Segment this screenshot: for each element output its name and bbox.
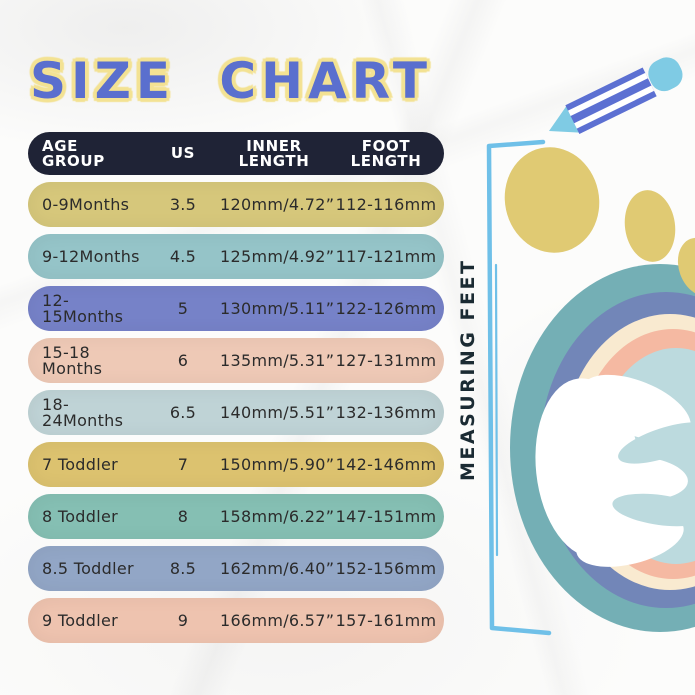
header-foot-length: FOOT LENGTH <box>350 136 422 170</box>
age-group-value: 15-18 Months <box>42 342 103 378</box>
foot-toes <box>504 147 695 297</box>
age-group-value: 12-15Months <box>42 290 124 326</box>
table-row: 8 Toddler 8 158mm/6.22” 147-151mm <box>28 494 444 539</box>
us-size-value: 5 <box>177 298 189 318</box>
inner-length-value: 162mm/6.40” <box>220 558 335 578</box>
us-size-value: 8.5 <box>169 558 197 578</box>
us-size-value: 7 <box>177 454 189 474</box>
pencil-icon <box>549 57 683 134</box>
header-age-group: AGE GROUP <box>42 136 105 170</box>
third-toe <box>677 237 695 297</box>
foot-length-value: 152-156mm <box>335 558 437 578</box>
big-toe <box>504 147 600 253</box>
table-row: 9 Toddler 9 166mm/6.57” 157-161mm <box>28 598 444 643</box>
us-size-value: 4.5 <box>169 246 197 266</box>
measuring-feet-label: MEASURING FEET <box>457 258 479 481</box>
inner-length-value: 125mm/4.92” <box>220 246 335 266</box>
foot-length-value: 147-151mm <box>335 506 437 526</box>
inner-length-value: 135mm/5.31” <box>220 350 335 370</box>
pencil-eraser <box>648 57 683 92</box>
age-group-value: 9 Toddler <box>42 610 118 630</box>
us-size-value: 9 <box>177 610 189 630</box>
inner-length-value: 120mm/4.72” <box>220 194 335 214</box>
inner-length-value: 158mm/6.22” <box>220 506 335 526</box>
age-group-value: 9-12Months <box>42 246 140 266</box>
second-toe <box>624 190 676 262</box>
age-group-value: 7 Toddler <box>42 454 118 474</box>
us-size-value: 8 <box>177 506 189 526</box>
foot-length-value: 142-146mm <box>335 454 437 474</box>
foot-length-value: 127-131mm <box>335 350 437 370</box>
inner-length-value: 150mm/5.90” <box>220 454 335 474</box>
foot-center-squiggle <box>535 374 695 567</box>
age-group-value: 8.5 Toddler <box>42 558 134 578</box>
pencil-tip <box>549 105 580 133</box>
header-inner-length: INNER LENGTH <box>238 136 310 170</box>
table-row: 15-18 Months 6 135mm/5.31” 127-131mm <box>28 338 444 383</box>
foot-length-value: 157-161mm <box>335 610 437 630</box>
table-row: 0-9Months 3.5 120mm/4.72” 112-116mm <box>28 182 444 227</box>
header-us-size: US <box>170 144 196 162</box>
age-group-value: 8 Toddler <box>42 506 118 526</box>
page-title: SIZE CHART <box>30 52 433 110</box>
foot-length-value: 122-126mm <box>335 298 437 318</box>
table-row: 7 Toddler 7 150mm/5.90” 142-146mm <box>28 442 444 487</box>
age-group-value: 0-9Months <box>42 194 130 214</box>
foot-length-value: 117-121mm <box>335 246 437 266</box>
us-size-value: 6 <box>177 350 189 370</box>
table-row: 12-15Months 5 130mm/5.11” 122-126mm <box>28 286 444 331</box>
table-row: 18-24Months 6.5 140mm/5.51” 132-136mm <box>28 390 444 435</box>
us-size-value: 6.5 <box>169 402 197 422</box>
measuring-bracket <box>486 139 552 636</box>
foot-length-value: 132-136mm <box>335 402 437 422</box>
table-header-row: AGE GROUP US INNER LENGTH FOOT LENGTH <box>28 132 444 175</box>
table-row: 8.5 Toddler 8.5 162mm/6.40” 152-156mm <box>28 546 444 591</box>
foot-length-value: 112-116mm <box>335 194 437 214</box>
inner-length-value: 140mm/5.51” <box>220 402 335 422</box>
table-row: 9-12Months 4.5 125mm/4.92” 117-121mm <box>28 234 444 279</box>
inner-length-value: 130mm/5.11” <box>220 298 335 318</box>
age-group-value: 18-24Months <box>42 394 124 430</box>
us-size-value: 3.5 <box>169 194 197 214</box>
inner-length-value: 166mm/6.57” <box>220 610 335 630</box>
size-table: AGE GROUP US INNER LENGTH FOOT LENGTH 0-… <box>28 132 444 650</box>
